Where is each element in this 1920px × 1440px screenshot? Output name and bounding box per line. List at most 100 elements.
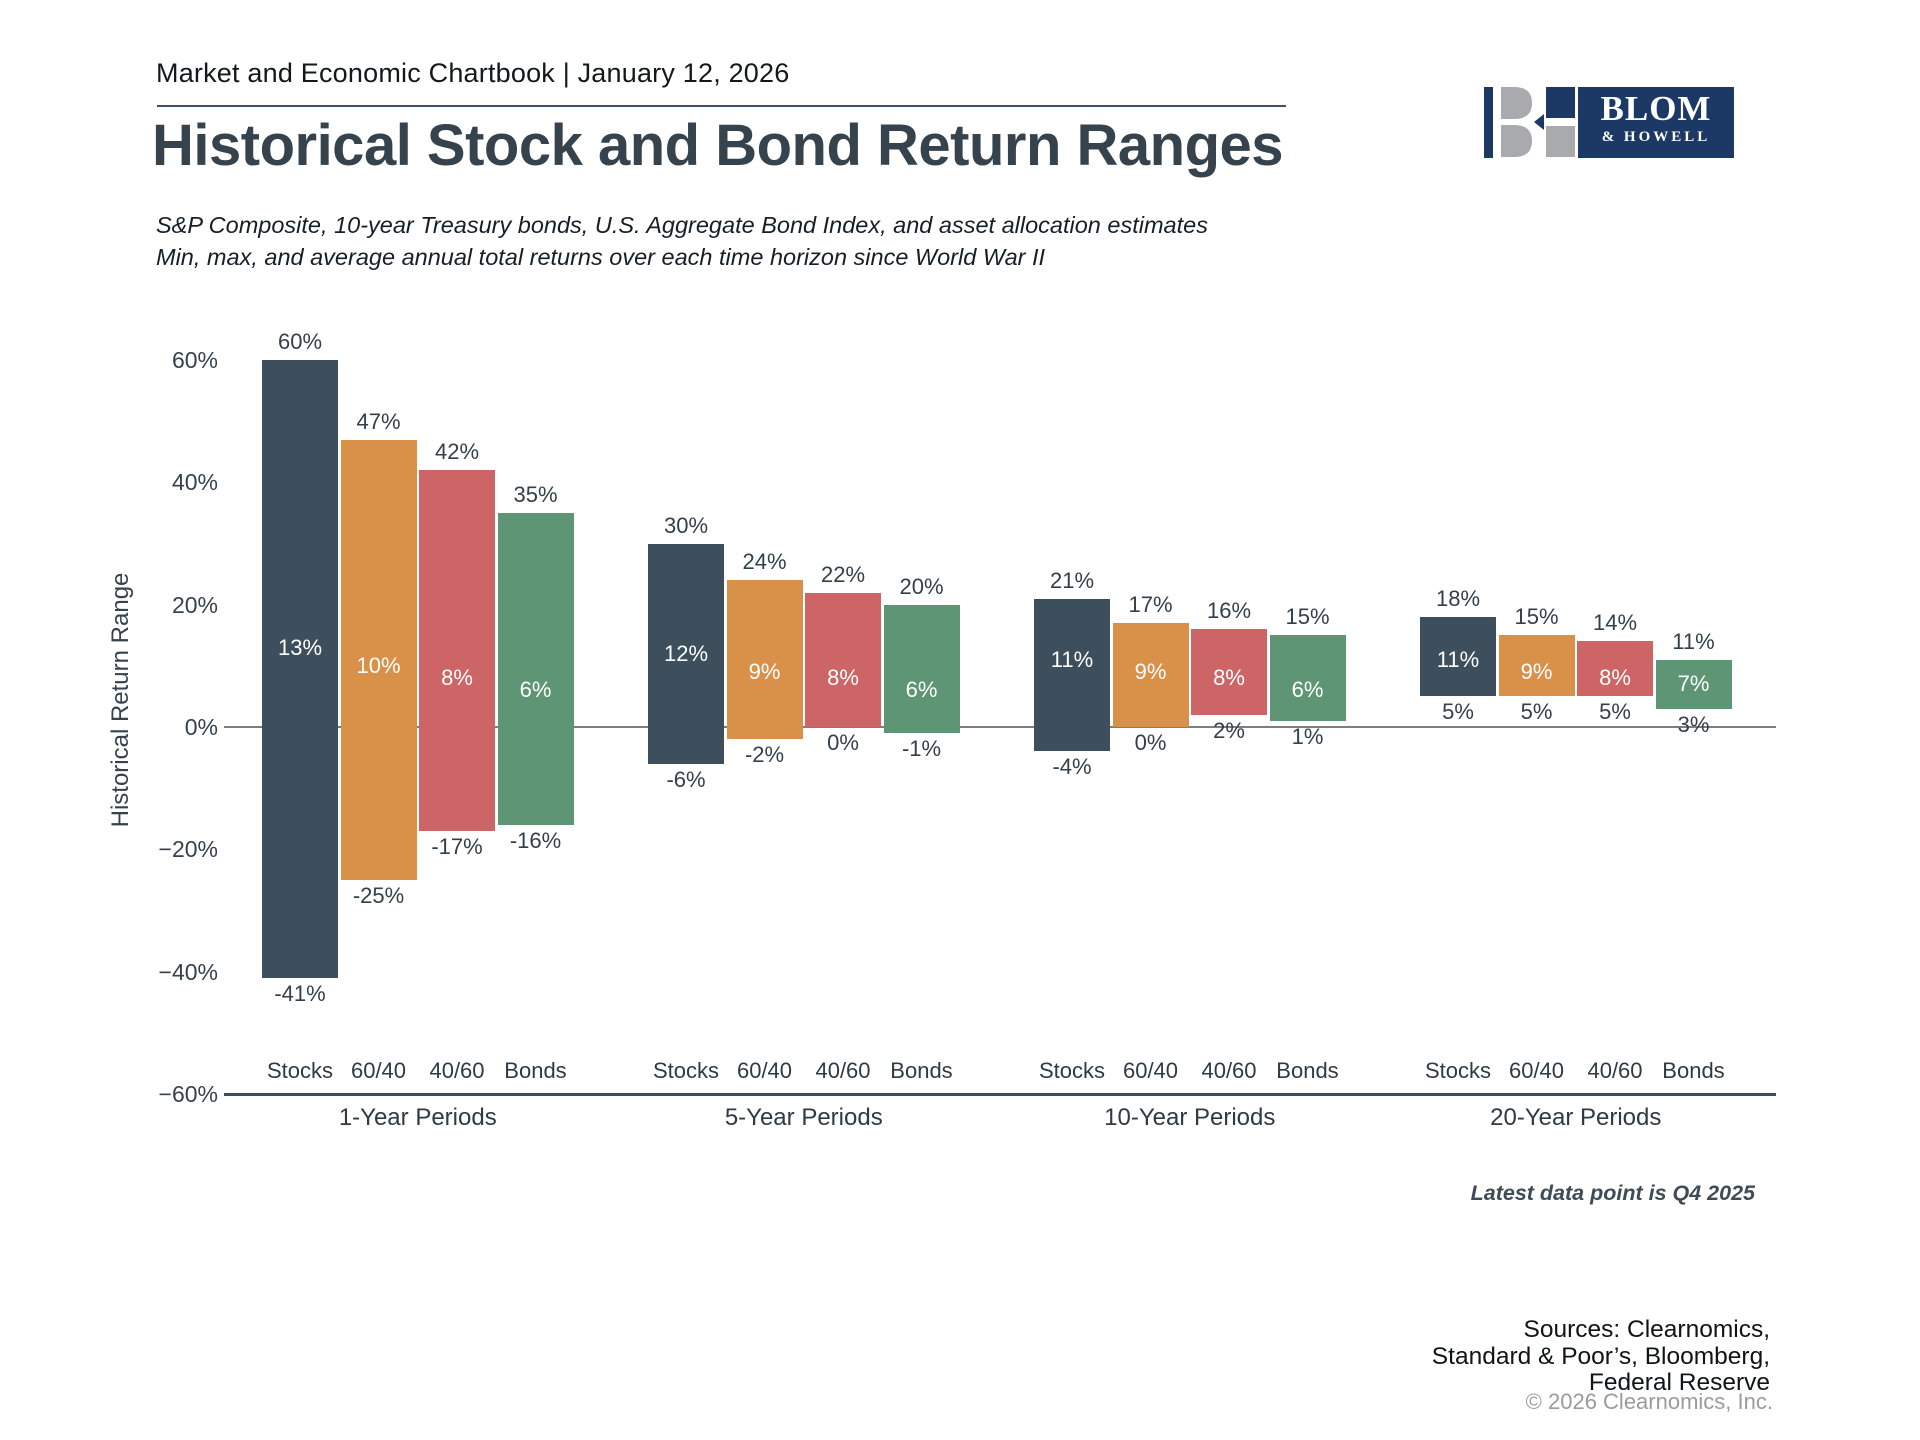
- bar-series-label: Bonds: [1662, 1058, 1725, 1083]
- blom-howell-logo-icon: [1484, 87, 1576, 163]
- y-tick-label: −60%: [158, 1080, 218, 1107]
- bar-avg-label: 8%: [1213, 665, 1245, 691]
- range-bar: [419, 470, 495, 831]
- bar-avg-label: 13%: [277, 634, 323, 660]
- bar-max-label: 60%: [277, 329, 323, 355]
- x-axis-line: [224, 1092, 1776, 1096]
- bar-max-label: 24%: [742, 549, 787, 575]
- copyright-note: © 2026 Clearnomics, Inc.: [1525, 1389, 1773, 1414]
- bar-series-label: 60/40: [350, 1058, 407, 1083]
- bar-series-label: Stocks: [652, 1058, 720, 1083]
- bar-avg-label: 12%: [663, 640, 709, 666]
- bar-avg-label: 9%: [1134, 658, 1167, 684]
- bar-avg-label: 8%: [827, 665, 859, 691]
- bar-avg-label: 6%: [1291, 677, 1324, 703]
- group-label: 20-Year Periods: [1490, 1104, 1662, 1131]
- range-bar: [1655, 659, 1732, 709]
- range-bar: [726, 580, 803, 740]
- range-bar: [1034, 598, 1110, 752]
- bar-min-label: -16%: [509, 827, 562, 853]
- bar-min-label: -17%: [431, 833, 483, 859]
- bar-max-label: 21%: [1049, 567, 1095, 593]
- logo-name-top: BLOM: [1600, 89, 1712, 128]
- bar-avg-label: 9%: [748, 658, 781, 684]
- bar-min-label: 5%: [1599, 699, 1631, 725]
- sources-line: Standard & Poor’s, Bloomberg,: [1431, 1342, 1770, 1370]
- bar-min-label: 3%: [1677, 711, 1710, 737]
- bar-min-label: 5%: [1520, 699, 1553, 725]
- bar-max-label: 17%: [1128, 592, 1173, 618]
- bar-min-label: -4%: [1052, 754, 1092, 780]
- bar-max-label: 30%: [663, 512, 709, 538]
- bar-max-label: 42%: [434, 439, 480, 465]
- sources-line: Federal Reserve: [1588, 1369, 1770, 1396]
- subtitle-line-2: Min, max, and average annual total retur…: [156, 244, 1046, 270]
- range-bar: [497, 513, 574, 825]
- bar-min-label: 0%: [827, 730, 859, 755]
- y-tick-label: 40%: [171, 469, 218, 496]
- y-tick-label: −20%: [158, 836, 218, 863]
- page-title: Historical Stock and Bond Return Ranges: [152, 113, 1284, 178]
- range-bar: [1577, 641, 1653, 697]
- bar-max-label: 16%: [1206, 598, 1252, 624]
- chartbook-header: Market and Economic Chartbook | January …: [156, 58, 790, 88]
- y-tick-label: 0%: [184, 714, 218, 740]
- bar-avg-label: 8%: [441, 665, 473, 691]
- bar-avg-label: 9%: [1520, 658, 1553, 684]
- range-bar: [805, 592, 881, 727]
- logo-name-bottom: & HOWELL: [1601, 129, 1711, 145]
- bar-series-label: 60/40: [736, 1058, 793, 1083]
- bar-series-label: Stocks: [266, 1058, 334, 1083]
- bar-series-label: Stocks: [1424, 1058, 1492, 1083]
- bar-min-label: 1%: [1291, 723, 1324, 749]
- bar-max-label: 14%: [1592, 610, 1638, 636]
- bar-avg-label: 7%: [1677, 671, 1710, 697]
- sources-note: Sources: Clearnomics, Standard & Poor’s,…: [1170, 1316, 1770, 1397]
- bar-max-label: 20%: [899, 573, 944, 599]
- bar-min-label: 5%: [1442, 699, 1474, 725]
- bar-max-label: 15%: [1514, 604, 1559, 630]
- bar-series-label: 40/60: [815, 1058, 871, 1083]
- range-bar: [340, 439, 417, 880]
- group-label: 1-Year Periods: [338, 1104, 497, 1131]
- bar-avg-label: 6%: [519, 677, 552, 703]
- range-bar: [1112, 623, 1189, 727]
- range-bar: [1191, 629, 1267, 715]
- y-tick-label: −40%: [158, 958, 218, 985]
- bar-min-label: 0%: [1134, 730, 1167, 755]
- bar-series-label: Stocks: [1038, 1058, 1106, 1083]
- bar-series-label: Bonds: [890, 1058, 953, 1083]
- blom-howell-logo-box: BLOM & HOWELL: [1578, 87, 1734, 158]
- bar-max-label: 15%: [1285, 604, 1330, 630]
- bar-min-label: -6%: [666, 766, 706, 792]
- bar-avg-label: 11%: [1436, 646, 1480, 672]
- group-label: 5-Year Periods: [724, 1104, 883, 1131]
- bar-series-label: 40/60: [429, 1058, 485, 1083]
- range-bar: [648, 543, 724, 764]
- zero-line: [224, 726, 1776, 728]
- bar-series-label: 60/40: [1508, 1058, 1565, 1083]
- bar-avg-label: 6%: [905, 677, 938, 703]
- bar-max-label: 18%: [1435, 585, 1481, 611]
- y-tick-label: 20%: [171, 591, 218, 618]
- bar-max-label: 11%: [1672, 628, 1715, 654]
- range-bar: [1420, 616, 1496, 697]
- bar-series-label: 40/60: [1587, 1058, 1643, 1083]
- group-label: 10-Year Periods: [1104, 1104, 1276, 1131]
- sources-line: Sources: Clearnomics,: [1523, 1316, 1770, 1343]
- bar-series-label: Bonds: [1276, 1058, 1339, 1083]
- bar-min-label: 2%: [1213, 717, 1245, 743]
- range-bar: [1498, 635, 1575, 697]
- header-divider: [157, 105, 1286, 107]
- bar-avg-label: 11%: [1050, 646, 1094, 672]
- bar-max-label: 47%: [356, 408, 401, 434]
- range-bar: [1269, 635, 1346, 721]
- bar-max-label: 35%: [513, 482, 558, 508]
- bar-avg-label: 10%: [356, 652, 401, 678]
- latest-data-point-note: Latest data point is Q4 2025: [1470, 1181, 1755, 1205]
- bar-series-label: 60/40: [1122, 1058, 1179, 1083]
- subtitle-line-1: S&P Composite, 10-year Treasury bonds, U…: [156, 212, 1208, 238]
- bar-min-label: -25%: [352, 882, 405, 908]
- bar-min-label: -2%: [744, 742, 785, 768]
